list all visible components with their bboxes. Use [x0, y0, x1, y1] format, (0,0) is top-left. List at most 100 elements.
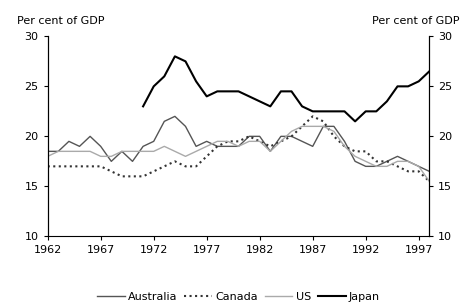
Japan: [415, 79, 421, 83]
US: [298, 125, 304, 128]
Australia: [55, 149, 61, 153]
US: [246, 139, 251, 143]
Canada: [320, 119, 326, 123]
US: [203, 145, 209, 148]
Canada: [405, 169, 410, 173]
Canada: [203, 155, 209, 158]
Canada: [119, 175, 125, 178]
Canada: [362, 149, 368, 153]
US: [415, 165, 421, 168]
US: [66, 149, 71, 153]
Japan: [203, 95, 209, 98]
US: [172, 149, 178, 153]
US: [193, 149, 198, 153]
Japan: [288, 89, 294, 93]
US: [45, 155, 50, 158]
Text: Per cent of GDP: Per cent of GDP: [372, 16, 459, 26]
Japan: [182, 59, 188, 63]
Japan: [214, 89, 220, 93]
US: [288, 130, 294, 133]
Canada: [426, 179, 431, 183]
US: [320, 125, 326, 128]
US: [235, 145, 241, 148]
Canada: [330, 135, 336, 138]
Canada: [394, 165, 399, 168]
Canada: [66, 165, 71, 168]
Japan: [341, 109, 347, 113]
US: [278, 139, 283, 143]
Australia: [235, 145, 241, 148]
US: [108, 155, 114, 158]
Australia: [161, 119, 167, 123]
Legend: Australia, Canada, US, Japan: Australia, Canada, US, Japan: [92, 288, 384, 303]
Japan: [172, 55, 178, 58]
US: [373, 165, 378, 168]
Australia: [87, 135, 93, 138]
US: [129, 149, 135, 153]
Line: US: US: [48, 126, 428, 181]
Australia: [267, 149, 273, 153]
Australia: [140, 145, 146, 148]
Japan: [150, 85, 156, 88]
Australia: [309, 145, 315, 148]
US: [119, 149, 125, 153]
Australia: [278, 135, 283, 138]
Australia: [45, 149, 50, 153]
US: [161, 145, 167, 148]
Canada: [415, 169, 421, 173]
Canada: [373, 159, 378, 163]
Canada: [267, 145, 273, 148]
Japan: [256, 99, 262, 103]
Japan: [320, 109, 326, 113]
Australia: [351, 159, 357, 163]
US: [256, 139, 262, 143]
Japan: [140, 105, 146, 108]
Australia: [415, 165, 421, 168]
Canada: [108, 169, 114, 173]
Canada: [383, 159, 389, 163]
Australia: [172, 115, 178, 118]
Canada: [87, 165, 93, 168]
US: [140, 149, 146, 153]
US: [351, 155, 357, 158]
Japan: [267, 105, 273, 108]
Canada: [298, 125, 304, 128]
US: [87, 149, 93, 153]
Australia: [193, 145, 198, 148]
Line: Australia: Australia: [48, 116, 428, 171]
Canada: [288, 135, 294, 138]
US: [267, 149, 273, 153]
Canada: [45, 165, 50, 168]
Australia: [426, 169, 431, 173]
Canada: [214, 145, 220, 148]
US: [77, 149, 82, 153]
Text: Per cent of GDP: Per cent of GDP: [17, 16, 104, 26]
Canada: [172, 159, 178, 163]
Australia: [129, 159, 135, 163]
US: [341, 145, 347, 148]
Japan: [373, 109, 378, 113]
Line: Japan: Japan: [143, 56, 428, 121]
Japan: [426, 69, 431, 73]
Canada: [278, 139, 283, 143]
Japan: [309, 109, 315, 113]
Australia: [66, 139, 71, 143]
Canada: [193, 165, 198, 168]
Australia: [405, 159, 410, 163]
Japan: [362, 109, 368, 113]
Japan: [225, 89, 230, 93]
US: [98, 155, 103, 158]
Japan: [394, 85, 399, 88]
Canada: [341, 145, 347, 148]
Japan: [383, 99, 389, 103]
Australia: [246, 135, 251, 138]
Japan: [351, 119, 357, 123]
US: [214, 139, 220, 143]
Australia: [214, 145, 220, 148]
Japan: [278, 89, 283, 93]
US: [426, 179, 431, 183]
Japan: [405, 85, 410, 88]
Canada: [161, 165, 167, 168]
Australia: [288, 135, 294, 138]
Canada: [77, 165, 82, 168]
